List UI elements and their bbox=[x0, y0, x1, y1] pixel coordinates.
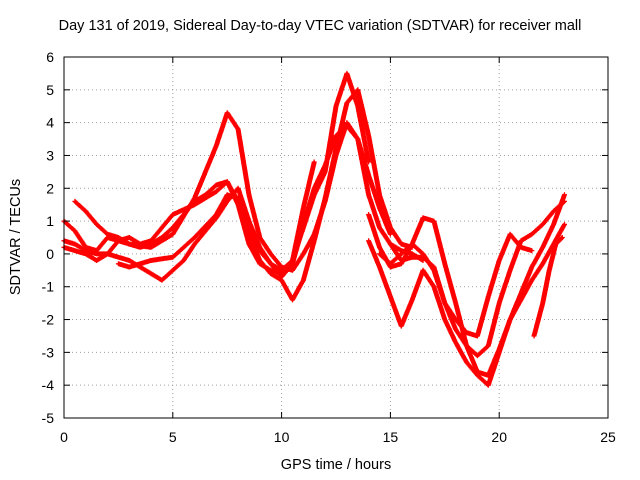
series-track-8 bbox=[366, 221, 567, 388]
x-tick-label: 0 bbox=[60, 429, 68, 445]
y-tick-label: -4 bbox=[42, 377, 55, 393]
y-tick-label: -5 bbox=[42, 410, 55, 426]
y-axis-label: SDTVAR / TECUs bbox=[8, 178, 24, 296]
plot-frame bbox=[63, 56, 609, 419]
series-markers bbox=[377, 231, 535, 339]
x-tick-label: 25 bbox=[600, 429, 616, 445]
series-track-2 bbox=[61, 70, 372, 277]
x-tick-label: 15 bbox=[383, 429, 399, 445]
series-markers bbox=[366, 221, 567, 388]
series-markers bbox=[72, 87, 415, 303]
series-markers bbox=[61, 70, 372, 277]
x-tick-label: 5 bbox=[169, 429, 177, 445]
y-tick-label: 0 bbox=[46, 246, 54, 262]
x-axis-label: GPS time / hours bbox=[280, 457, 392, 473]
data-points bbox=[61, 70, 567, 388]
x-tick-label: 20 bbox=[491, 429, 507, 445]
y-tick-label: -1 bbox=[42, 279, 55, 295]
series-markers bbox=[531, 235, 565, 339]
series-track-3 bbox=[61, 123, 393, 283]
series-track-6 bbox=[366, 192, 567, 378]
chart-title: Day 131 of 2019, Sidereal Day-to-day VTE… bbox=[58, 18, 582, 34]
y-tick-label: 6 bbox=[46, 49, 54, 65]
series-markers bbox=[366, 192, 567, 378]
series-track-9 bbox=[377, 231, 535, 339]
y-tick-label: -3 bbox=[42, 344, 55, 360]
y-tick-label: 1 bbox=[46, 213, 54, 229]
y-tick-label: 3 bbox=[46, 147, 54, 163]
series-markers bbox=[61, 123, 393, 283]
series-track-4 bbox=[72, 87, 415, 303]
axis-ticks: 0 5 10 15 20 25 -5 -4 -3 -2 -1 0 1 2 3 4 5 6 bbox=[42, 49, 616, 445]
series-track-5 bbox=[115, 159, 317, 273]
y-tick-label: 4 bbox=[46, 115, 54, 131]
x-tick-label: 10 bbox=[274, 429, 290, 445]
series-markers bbox=[115, 159, 317, 273]
series-track-10 bbox=[531, 235, 565, 339]
y-tick-label: 5 bbox=[46, 82, 54, 98]
y-tick-label: -2 bbox=[42, 312, 55, 328]
y-tick-label: 2 bbox=[46, 180, 54, 196]
